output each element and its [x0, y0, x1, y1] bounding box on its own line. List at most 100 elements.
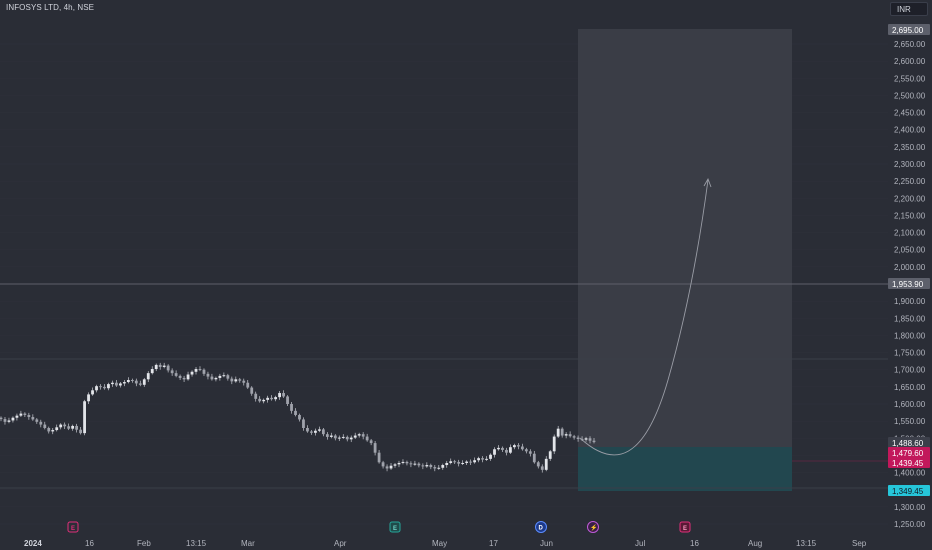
earnings-icon: [679, 521, 691, 533]
price-tick-label: 2,450.00: [894, 109, 926, 118]
candle-body: [3, 419, 7, 422]
earnings-marker-2[interactable]: E: [389, 521, 401, 533]
price-tick-label: 1,650.00: [894, 383, 926, 392]
candle-body: [325, 434, 329, 437]
dividend-marker[interactable]: D: [535, 521, 547, 533]
candle-body: [357, 434, 361, 436]
candle-body: [520, 446, 524, 450]
time-label: Feb: [137, 539, 151, 548]
candle-body: [214, 377, 218, 380]
candle-body: [258, 398, 262, 402]
candle-body: [337, 437, 341, 439]
target-price-tag: 2,695.00: [888, 24, 930, 35]
candle-body: [15, 415, 19, 418]
candle-body: [87, 394, 90, 402]
time-axis[interactable]: 2024 16 Feb 13:15 Mar Apr May 17 Jun Jul…: [24, 539, 867, 548]
candle-body: [369, 440, 373, 444]
candle-body: [473, 460, 477, 463]
candle-body: [39, 421, 43, 425]
entry-low-price-text: 1,439.45: [892, 459, 924, 468]
earnings-letter: E: [71, 526, 75, 532]
dividend-icon: [535, 521, 547, 533]
entry-price-text: 1,479.60: [892, 449, 924, 458]
candle-body: [310, 431, 313, 433]
candle-body: [246, 382, 250, 388]
time-label: 2024: [24, 539, 42, 548]
candle-body: [63, 424, 67, 427]
candle-body: [477, 458, 480, 461]
candle-body: [142, 379, 146, 385]
candle-body: [341, 436, 345, 438]
candle-body: [79, 429, 82, 434]
price-tick-label: 2,150.00: [894, 211, 926, 220]
stop-zone[interactable]: [578, 447, 792, 491]
resistance-price-tag: 1,953.90: [888, 278, 930, 289]
candle-body: [513, 445, 516, 448]
candle-body: [302, 419, 305, 428]
price-tick-label: 1,900.00: [894, 297, 926, 306]
candle-body: [433, 467, 437, 469]
time-label: 16: [690, 539, 699, 548]
candle-body: [306, 428, 309, 432]
time-label: 17: [489, 539, 498, 548]
symbol-title[interactable]: INFOSYS LTD, 4h, NSE: [6, 3, 95, 12]
time-label: 16: [85, 539, 94, 548]
candle-body: [353, 435, 357, 438]
candle-body: [262, 399, 266, 402]
candle-body: [186, 374, 190, 380]
time-label: Jun: [540, 539, 553, 548]
candle-body: [556, 428, 560, 437]
candle-body: [345, 436, 349, 440]
candle-body: [234, 379, 238, 382]
candle-body: [95, 386, 98, 391]
time-label: Mar: [241, 539, 255, 548]
lightning-icon: [587, 521, 599, 533]
price-tick-label: 2,400.00: [894, 126, 926, 135]
candle-body: [162, 365, 166, 367]
earnings-marker-1[interactable]: E: [67, 521, 79, 533]
earnings-letter: E: [393, 526, 397, 532]
candle-body: [51, 430, 55, 432]
candle-body: [532, 453, 536, 463]
candlestick-series: [0, 362, 596, 473]
currency-selector[interactable]: INR: [890, 2, 928, 16]
candle-body: [373, 443, 377, 453]
candle-body: [497, 447, 500, 450]
candle-body: [381, 462, 385, 467]
candle-body: [437, 467, 441, 469]
candle-body: [206, 373, 210, 377]
candle-body: [274, 397, 278, 400]
candle-body: [501, 447, 504, 450]
candle-body: [218, 375, 222, 378]
candle-body: [544, 458, 548, 470]
price-tick-label: 1,700.00: [894, 366, 926, 375]
price-tick-label: 2,200.00: [894, 194, 926, 203]
price-tick-label: 2,350.00: [894, 143, 926, 152]
target-zone[interactable]: [578, 29, 792, 447]
price-tick-label: 1,800.00: [894, 331, 926, 340]
stop-price-text: 1,349.45: [892, 487, 924, 496]
price-tick-label: 2,550.00: [894, 74, 926, 83]
candle-body: [461, 462, 465, 464]
candle-body: [47, 428, 51, 432]
candle-body: [134, 380, 138, 384]
earnings-marker-3[interactable]: E: [679, 521, 691, 533]
time-label: Jul: [635, 539, 645, 548]
candle-body: [349, 437, 353, 440]
candle-body: [190, 371, 194, 375]
candle-body: [174, 373, 178, 376]
candle-body: [270, 397, 274, 400]
earnings-icon: [389, 521, 401, 533]
projection-curve[interactable]: [579, 179, 709, 456]
candle-body: [536, 462, 540, 467]
time-label: 13:15: [186, 539, 207, 548]
split-marker[interactable]: ⚡: [587, 521, 599, 533]
candle-body: [393, 464, 397, 466]
candle-body: [266, 397, 270, 400]
candle-body: [449, 461, 453, 463]
candle-body: [71, 425, 75, 429]
price-tick-label: 2,600.00: [894, 57, 926, 66]
candle-body: [425, 465, 429, 467]
candle-body: [182, 377, 186, 380]
